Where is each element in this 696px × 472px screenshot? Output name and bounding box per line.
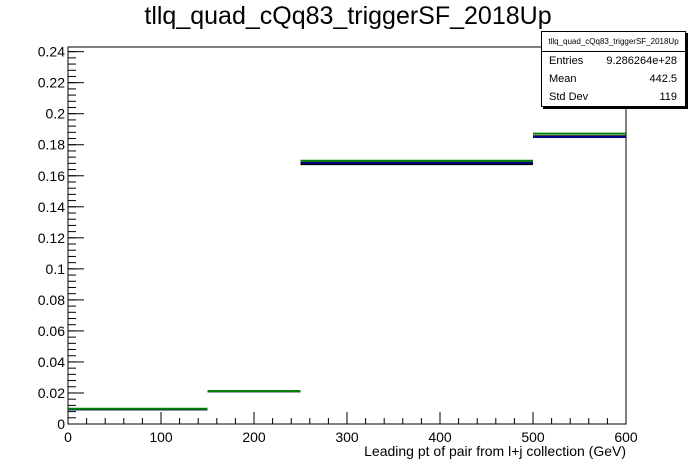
stats-value: 442.5 xyxy=(649,73,677,85)
stats-label: Mean xyxy=(549,73,577,85)
x-tick-label: 100 xyxy=(149,429,173,445)
chart-title: tllq_quad_cQq83_triggerSF_2018Up xyxy=(144,2,552,30)
x-tick-label: 200 xyxy=(242,429,266,445)
x-tick-label: 400 xyxy=(428,429,452,445)
y-tick-label: 0.06 xyxy=(38,323,65,339)
y-tick-label: 0.04 xyxy=(38,354,65,370)
x-axis-label: Leading pt of pair from l+j collection (… xyxy=(364,443,626,459)
y-tick-label: 0.12 xyxy=(38,230,65,246)
y-tick-label: 0.02 xyxy=(38,385,65,401)
y-tick-label: 0.1 xyxy=(46,261,66,277)
stats-box: tllq_quad_cQq83_triggerSF_2018Up Entries… xyxy=(541,31,686,107)
stats-label: Std Dev xyxy=(549,91,589,103)
y-tick-label: 0.18 xyxy=(38,137,65,153)
y-tick-label: 0 xyxy=(57,416,65,432)
stats-box-title: tllq_quad_cQq83_triggerSF_2018Up xyxy=(542,32,685,52)
stats-row-entries: Entries 9.286264e+28 xyxy=(542,52,685,70)
x-tick-label: 300 xyxy=(335,429,359,445)
x-tick-label: 0 xyxy=(64,429,72,445)
stats-row-mean: Mean 442.5 xyxy=(542,70,685,88)
stats-label: Entries xyxy=(549,55,584,67)
y-tick-label: 0.16 xyxy=(38,168,65,184)
x-tick-label: 600 xyxy=(614,429,638,445)
stats-row-stddev: Std Dev 119 xyxy=(542,88,685,106)
y-tick-label: 0.24 xyxy=(38,44,65,60)
y-tick-label: 0.2 xyxy=(46,106,66,122)
stats-value: 9.286264e+28 xyxy=(606,55,677,67)
y-tick-label: 0.08 xyxy=(38,292,65,308)
x-tick-label: 500 xyxy=(521,429,545,445)
y-tick-label: 0.14 xyxy=(38,199,65,215)
y-tick-label: 0.22 xyxy=(38,75,65,91)
stats-value: 119 xyxy=(659,91,677,103)
